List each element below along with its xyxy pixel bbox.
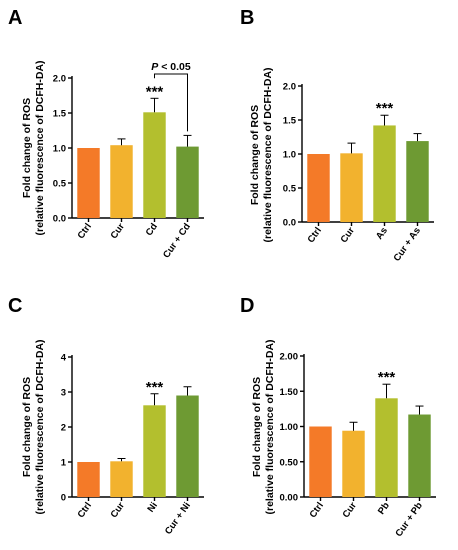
panel-a-y-axis-label-line1: Fold change of ROS — [21, 98, 33, 198]
panel-b-y-axis-label-line1: Fold change of ROS — [249, 105, 261, 205]
panel-c: C Fold change of ROS(relative fluorescenc… — [8, 295, 204, 537]
panel-a-y-tick-label: 0.0 — [53, 214, 66, 225]
panel-a-x-tick-label: Cd — [144, 221, 160, 238]
panel-d-y-tick-label: 0.00 — [280, 493, 299, 504]
panel-b-x-tick-label: Cur — [339, 225, 358, 245]
panel-a-bar-ctrl — [77, 148, 100, 218]
panel-b-bar-as — [373, 125, 396, 222]
panel-d-x-tick-label: Cur + Pb — [393, 500, 425, 539]
panel-a-x-tick-label: Cur + Cd — [161, 221, 193, 260]
panel-b-bar-ctrl — [307, 154, 330, 222]
panel-a-y-tick-label: 2.0 — [53, 74, 66, 85]
panel-d-bar-cur — [342, 430, 365, 497]
panel-c-x-tick-label: Ctrl — [76, 500, 94, 520]
panel-b-y-tick-label: 2.0 — [283, 82, 296, 93]
panel-d-significance-stars: *** — [378, 369, 396, 386]
panel-b-x-tick-label: As — [374, 225, 390, 241]
panel-a-bar-cur-cd — [176, 146, 199, 218]
panel-a-y-tick-label: 1.0 — [53, 144, 66, 155]
panel-c-y-tick-label: 1 — [61, 458, 67, 469]
panel-b-y-tick-label: 0.0 — [283, 218, 296, 229]
panel-b-x-tick-label: Cur + As — [392, 225, 423, 263]
panel-a-letter: A — [8, 7, 22, 29]
panel-a-bar-cd — [143, 112, 166, 218]
panel-a-significance-stars: *** — [146, 83, 164, 100]
panel-c-y-tick-label: 2 — [61, 423, 66, 434]
panel-c-x-tick-label: Ni — [145, 500, 159, 514]
panel-a: A Fold change of ROS(relative fluorescenc… — [8, 7, 204, 260]
panel-b: B Fold change of ROS(relative fluorescenc… — [240, 7, 434, 264]
panel-a-y-tick-label: 1.5 — [53, 109, 67, 120]
panel-d-y-axis-label-line1: Fold change of ROS — [251, 377, 263, 477]
panel-d-x-tick-label: Pb — [376, 500, 392, 516]
panel-c-y-tick-label: 3 — [61, 388, 66, 399]
panel-a-x-tick-label: Cur — [109, 221, 128, 241]
panel-a-y-axis-label-line2: (relative fluorescence of DCFH-DA) — [34, 60, 46, 235]
panel-c-y-axis-label-line1: Fold change of ROS — [21, 377, 33, 477]
panel-c-bar-ni — [143, 405, 166, 497]
panel-c-x-tick-label: Cur — [109, 500, 128, 520]
panel-d-y-axis-label-line2: (relative fluorescence of DCFH-DA) — [264, 339, 276, 514]
panel-d-bar-pb — [375, 398, 398, 497]
panel-a-y-axis-label: Fold change of ROS(relative fluorescence… — [21, 60, 46, 235]
panel-b-x-tick-label: Ctrl — [306, 225, 324, 245]
panel-c-y-tick-label: 4 — [61, 353, 67, 364]
panel-a-p-value-symbol: P — [151, 61, 159, 73]
panel-b-y-tick-label: 1.5 — [283, 116, 297, 127]
panel-d-y-tick-label: 1.00 — [280, 422, 299, 433]
panel-c-significance-stars: *** — [146, 379, 164, 396]
panel-c-bar-cur-ni — [176, 395, 199, 497]
panel-a-p-value-label: P < 0.05 — [151, 61, 191, 73]
panel-a-y-tick-label: 0.5 — [53, 179, 67, 190]
panel-b-y-axis-label: Fold change of ROS(relative fluorescence… — [249, 67, 274, 242]
panel-b-significance-stars: *** — [376, 100, 394, 117]
panel-b-bar-cur-as — [406, 141, 429, 222]
panel-c-bar-cur — [110, 461, 133, 497]
panel-d-x-tick-label: Ctrl — [308, 500, 326, 520]
panel-b-letter: B — [240, 7, 254, 29]
panel-b-bar-cur — [340, 153, 363, 222]
panel-d-bar-cur-pb — [408, 414, 431, 497]
panel-c-x-tick-label: Cur + Ni — [163, 500, 193, 536]
panel-b-y-tick-label: 1.0 — [283, 150, 296, 161]
panel-c-y-axis-label: Fold change of ROS(relative fluorescence… — [21, 339, 46, 514]
panel-d-letter: D — [240, 295, 254, 317]
panel-d-x-tick-label: Cur — [341, 500, 360, 520]
panel-d-bar-ctrl — [309, 426, 332, 497]
panel-c-bar-ctrl — [77, 462, 100, 497]
panel-a-x-tick-label: Ctrl — [76, 221, 94, 241]
panel-d-y-axis-label: Fold change of ROS(relative fluorescence… — [251, 339, 276, 514]
panel-d-y-tick-label: 2.00 — [280, 352, 299, 363]
panel-d-y-tick-label: 0.50 — [280, 457, 299, 468]
panel-a-p-value-text: < 0.05 — [158, 61, 191, 73]
panel-a-comparison-bracket — [154, 73, 188, 132]
panel-a-bar-cur — [110, 145, 133, 218]
panel-c-y-axis-label-line2: (relative fluorescence of DCFH-DA) — [34, 339, 46, 514]
panel-b-y-axis-label-line2: (relative fluorescence of DCFH-DA) — [262, 67, 274, 242]
panel-b-y-tick-label: 0.5 — [283, 184, 297, 195]
panel-d-y-tick-label: 1.50 — [280, 387, 299, 398]
panel-c-y-tick-label: 0 — [61, 493, 66, 504]
panel-c-letter: C — [8, 295, 22, 317]
panel-d: D Fold change of ROS(relative fluorescenc… — [240, 295, 436, 539]
